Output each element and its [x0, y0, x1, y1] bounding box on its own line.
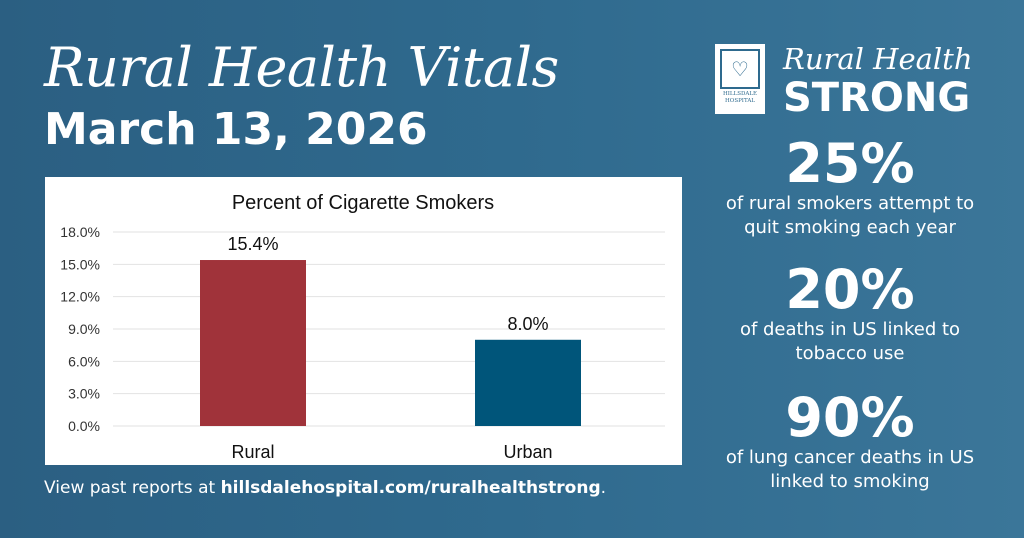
- logo-text: HILLSDALE HOSPITAL: [722, 91, 758, 104]
- footer-text: View past reports at hillsdalehospital.c…: [44, 478, 606, 498]
- y-tick-label: 15.0%: [60, 256, 100, 272]
- chart-panel: Percent of Cigarette Smokers 0.0% 3.0% 6.0%…: [45, 177, 682, 465]
- y-tick-label: 0.0%: [68, 418, 100, 434]
- y-tick-label: 6.0%: [68, 353, 100, 369]
- stat-1: 25% of rural smokers attempt to quit smo…: [700, 136, 1000, 240]
- page-title: Rural Health Vitals: [44, 36, 559, 99]
- brand-line1: Rural Health: [783, 42, 973, 76]
- heart-icon: ♡: [720, 49, 760, 89]
- brand-line2: STRONG: [783, 75, 971, 121]
- hillsdale-hospital-logo: ♡ HILLSDALE HOSPITAL: [715, 44, 765, 114]
- stat-value: 90%: [785, 386, 915, 449]
- bar-rural: [200, 260, 306, 426]
- y-tick-label: 18.0%: [60, 224, 100, 240]
- y-tick-label: 12.0%: [60, 289, 100, 305]
- stat-2: 20% of deaths in US linked to tobacco us…: [700, 262, 1000, 366]
- y-tick-label: 9.0%: [68, 321, 100, 337]
- data-label: 15.4%: [227, 234, 278, 254]
- bar-urban: [475, 339, 581, 426]
- bar-chart: Percent of Cigarette Smokers 0.0% 3.0% 6.0%…: [60, 192, 665, 462]
- stat-3: 90% of lung cancer deaths in US linked t…: [700, 390, 1000, 494]
- stat-text: of lung cancer deaths in US linked to sm…: [725, 447, 975, 492]
- data-label: 8.0%: [507, 314, 548, 334]
- stat-value: 25%: [785, 132, 915, 195]
- stat-text: of deaths in US linked to tobacco use: [739, 319, 961, 364]
- footer-link[interactable]: hillsdalehospital.com/ruralhealthstrong: [220, 478, 601, 498]
- stat-value: 20%: [785, 258, 915, 321]
- x-tick-label: Rural: [231, 442, 274, 462]
- report-date: March 13, 2026: [44, 104, 428, 155]
- footer-suffix: .: [600, 478, 607, 498]
- x-tick-label: Urban: [503, 442, 552, 462]
- stat-text: of rural smokers attempt to quit smoking…: [725, 193, 975, 238]
- y-tick-label: 3.0%: [68, 386, 100, 402]
- footer-prefix: View past reports at: [44, 478, 221, 498]
- chart-title: Percent of Cigarette Smokers: [232, 192, 494, 214]
